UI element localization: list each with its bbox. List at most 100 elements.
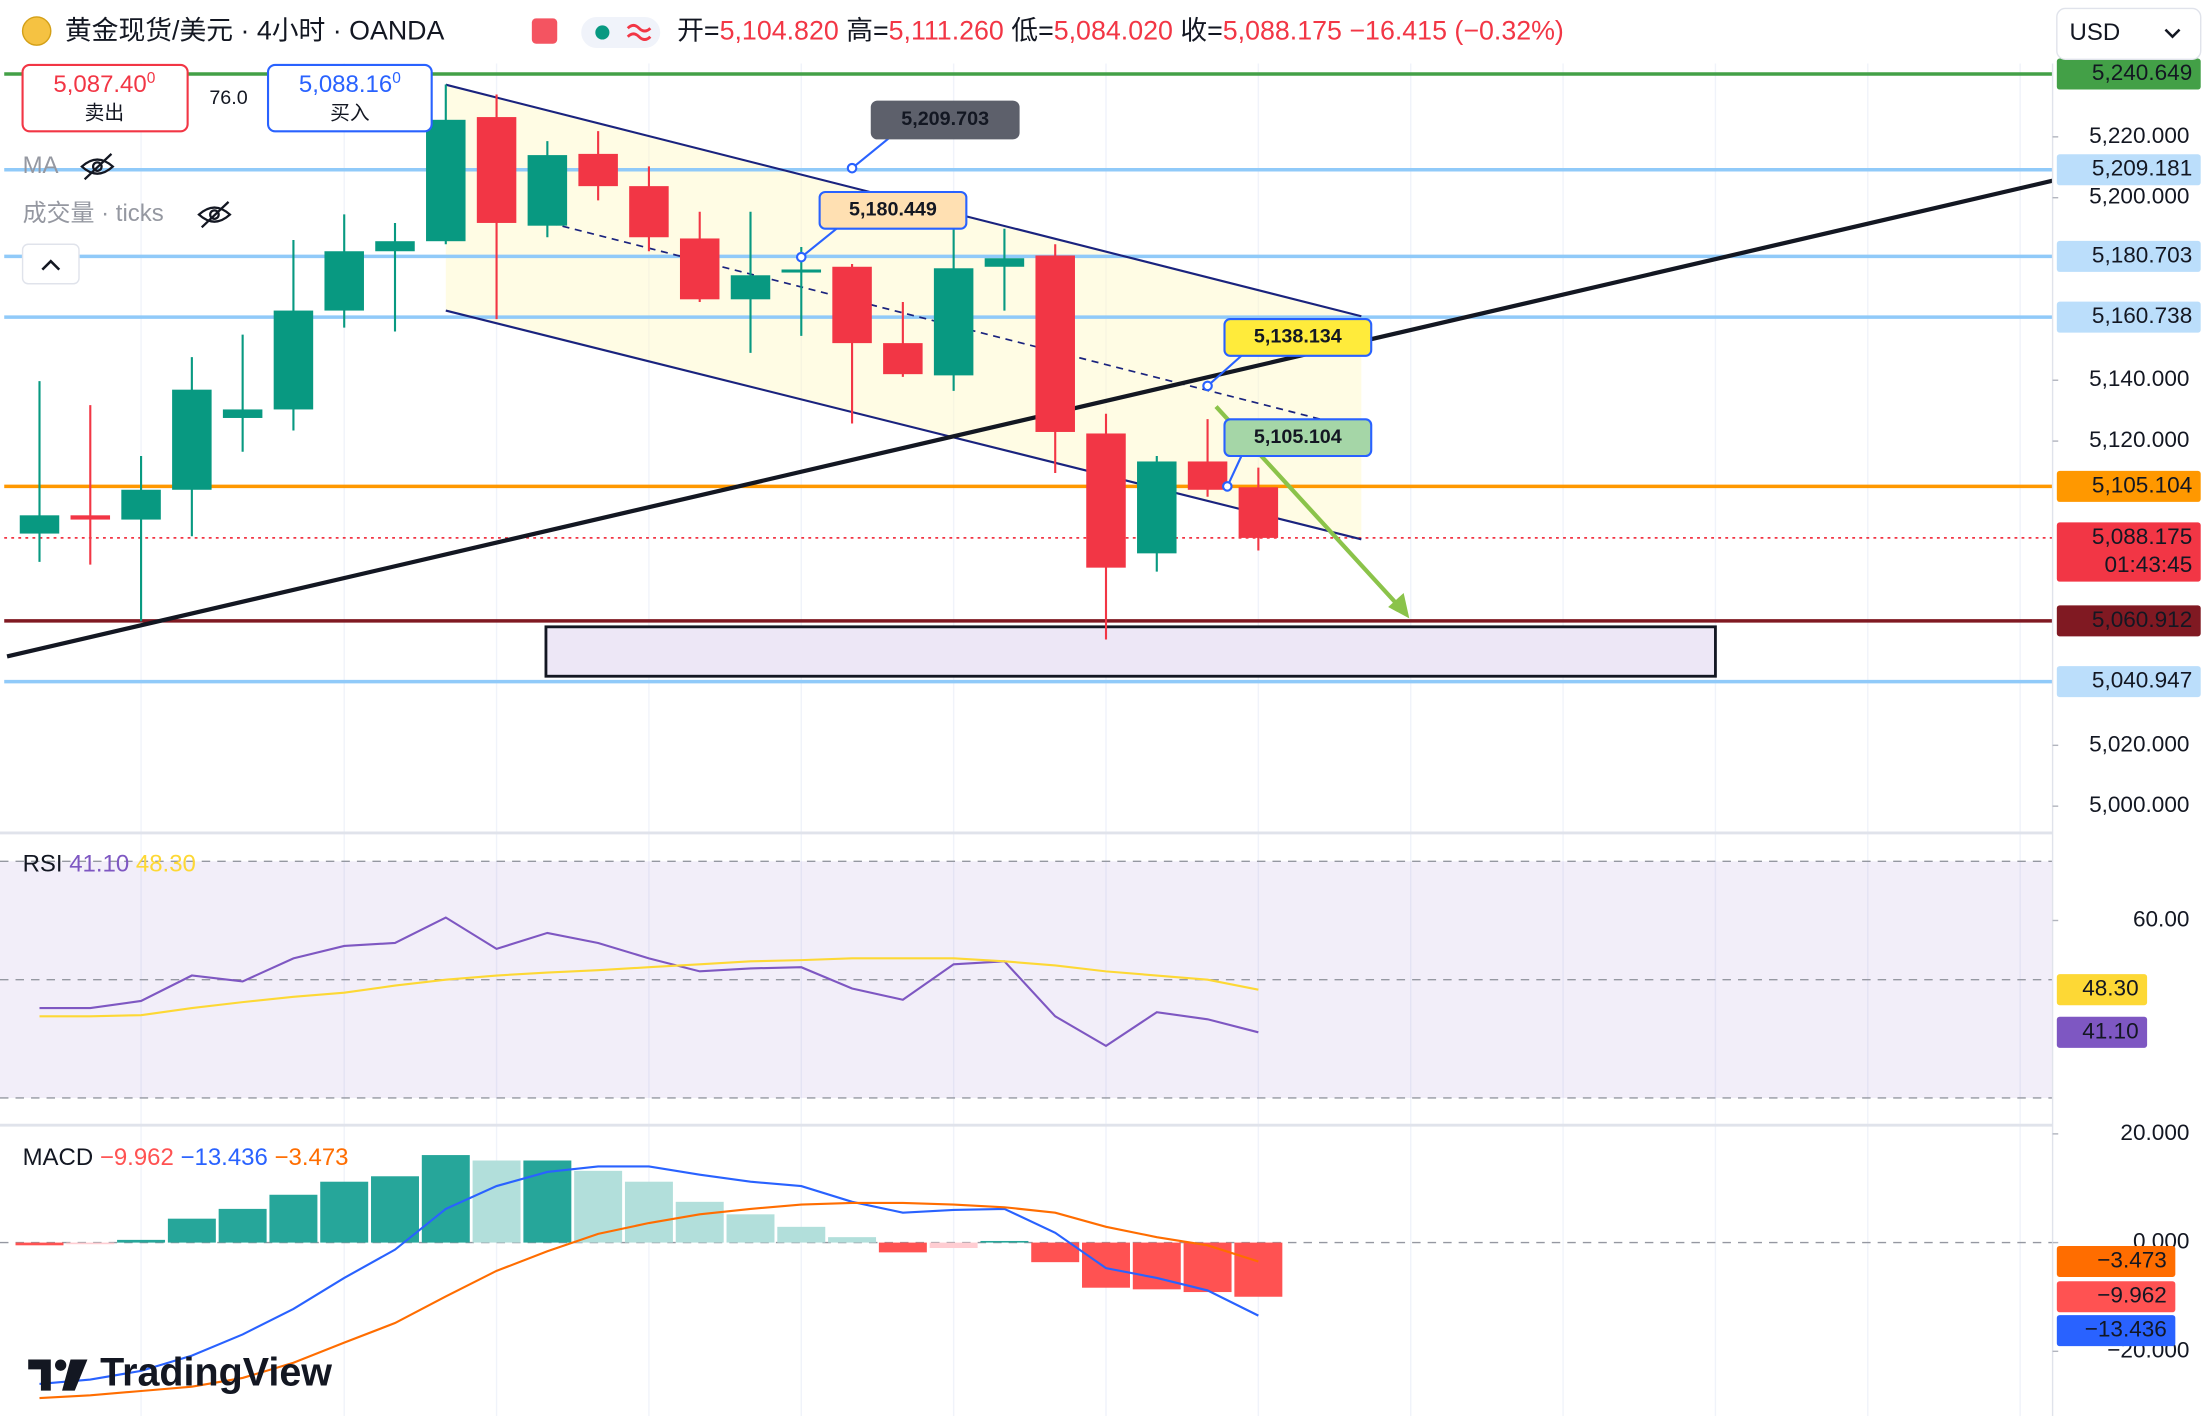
candle-body: [629, 186, 669, 238]
indicator-tag: −3.473: [2097, 1247, 2167, 1272]
rsi-line: [39, 957, 1259, 1018]
hide-icon[interactable]: [197, 201, 232, 229]
channel-lower: [445, 309, 1362, 541]
price-line-tag: 5,040.947: [2092, 668, 2192, 693]
volume-indicator[interactable]: 成交量 · ticks: [23, 200, 164, 227]
ohlc-value: 5,088.175: [1223, 16, 1342, 46]
sell-label[interactable]: 卖出: [85, 103, 125, 125]
candle-body: [172, 389, 212, 490]
callout-box: [818, 190, 968, 230]
ohlc-label: 收=: [1180, 16, 1222, 46]
collapse-button[interactable]: [21, 243, 80, 285]
indicator-tag: −13.436: [2085, 1317, 2167, 1342]
indicator-tag-bg: [2056, 1315, 2176, 1347]
legend-value: 48.30: [136, 851, 196, 878]
callout-anchor: [1202, 380, 1213, 392]
histogram-bar: [929, 1242, 978, 1249]
symbol-icon: [21, 16, 52, 46]
histogram-bar: [624, 1181, 673, 1243]
candle-body: [832, 266, 872, 344]
buy-label[interactable]: 买入: [330, 103, 370, 125]
logo-text: TradingView: [100, 1350, 332, 1394]
sell-price[interactable]: 5,087.400: [53, 70, 155, 98]
price-line-tag-bg: [2056, 154, 2201, 186]
legend-value: MACD: [23, 1144, 94, 1171]
currency-label[interactable]: USD: [2070, 19, 2121, 46]
candle-body: [527, 155, 568, 226]
candle-body: [476, 117, 517, 223]
buy-price-sup[interactable]: 0: [392, 70, 401, 87]
candle-body: [324, 251, 364, 311]
currency-dropdown[interactable]: USD: [2056, 7, 2202, 60]
y-tick-label: 5,000.000: [2089, 792, 2189, 817]
status-pill: [581, 16, 661, 48]
buy-button[interactable]: 5,088.160 买入: [266, 63, 433, 133]
callout-box: [1223, 318, 1373, 357]
candle-body: [70, 515, 111, 520]
sell-button[interactable]: 5,087.400 卖出: [21, 63, 189, 133]
price-line-tag-bg: [2056, 666, 2201, 698]
histogram-bar: [167, 1218, 216, 1243]
hide-icon[interactable]: [80, 153, 115, 181]
price-line-tag: 5,180.703: [2092, 242, 2192, 267]
ohlc-value: 5,111.260: [889, 16, 1004, 46]
ma-indicator[interactable]: MA: [23, 152, 59, 179]
macd-line: [39, 1201, 1259, 1400]
callout-pointer: [800, 227, 838, 259]
candle-body: [222, 409, 263, 418]
collapse-chevron: [41, 259, 61, 271]
candle-body: [781, 269, 822, 273]
candle-body: [273, 310, 314, 410]
ohlc-legend: 开=5,104.820 高=5,111.260 低=5,084.020 收=5,…: [677, 16, 1564, 46]
sell-price-main[interactable]: 5,087.40: [53, 71, 146, 98]
price-line-tag-bg: [2056, 58, 2201, 90]
indicator-tag: 48.30: [2082, 976, 2138, 1001]
candle-body: [1238, 487, 1279, 538]
y-tick-label: 20.000: [2120, 1120, 2189, 1145]
callout-box: [870, 100, 1020, 140]
histogram-bar: [320, 1181, 369, 1243]
price-line-tag: 5,160.738: [2092, 303, 2192, 328]
candle-body: [730, 275, 771, 300]
price-line-tag-bg: [2056, 605, 2201, 637]
collapse-box[interactable]: [21, 243, 80, 285]
histogram-bar: [371, 1176, 419, 1243]
trend-line: [6, 178, 2054, 659]
histogram-bar: [117, 1239, 166, 1243]
callout-pointer: [1206, 354, 1243, 387]
zone-rectangle: [544, 625, 1717, 678]
candle-body: [883, 343, 923, 375]
channel-mid: [549, 222, 1355, 429]
legend-value: RSI: [23, 851, 63, 878]
callout-label: 5,105.104: [1254, 426, 1342, 448]
rsi-line: [39, 916, 1259, 1048]
candle-body: [1137, 461, 1177, 554]
sell-box[interactable]: [21, 63, 189, 133]
last-price-tag: 5,088.175: [2092, 524, 2192, 549]
logo-mark: [62, 1359, 88, 1391]
buy-price[interactable]: 5,088.160: [299, 70, 401, 98]
rsi-legend: RSI 41.10 48.30: [23, 851, 196, 878]
legend-value: −3.473: [275, 1144, 349, 1171]
ohlc-value: 5,084.020: [1054, 16, 1173, 46]
buy-box[interactable]: [266, 63, 433, 133]
dropdown-box[interactable]: [2056, 7, 2202, 60]
ohlc-label: 低=: [1011, 16, 1053, 46]
price-axis-bg: [2052, 63, 2212, 1416]
ohlc-label: 开=: [677, 16, 719, 46]
indicator-tag-bg: [2056, 1016, 2148, 1048]
spread: 76.0: [209, 87, 247, 109]
mark-layer: [15, 84, 1283, 1400]
candle-body: [1187, 461, 1228, 490]
indicator-tag-bg: [2056, 974, 2148, 1006]
candle-body: [1086, 433, 1126, 568]
callout-anchor: [795, 251, 807, 263]
candle-body: [426, 119, 466, 242]
histogram-bar: [777, 1226, 826, 1243]
buy-price-main[interactable]: 5,088.16: [299, 71, 392, 98]
sell-price-sup[interactable]: 0: [147, 70, 156, 87]
status-icon: [626, 24, 652, 41]
symbol-title[interactable]: 黄金现货/美元 · 4小时 · OANDA: [65, 16, 445, 46]
